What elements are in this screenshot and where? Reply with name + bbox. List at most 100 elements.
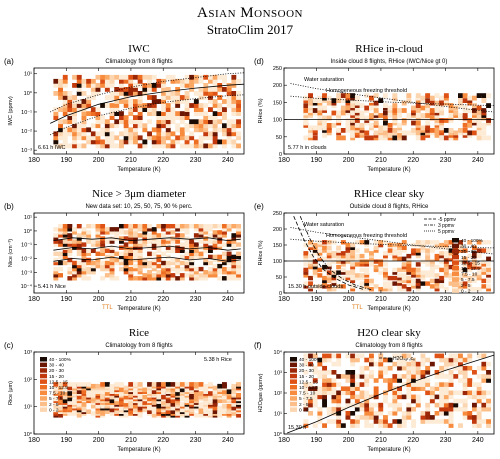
heatmap-cell — [212, 257, 218, 263]
panel-title: Nice > 3μm diameter — [92, 188, 186, 200]
heatmap-cell — [420, 411, 426, 416]
heatmap-cell — [170, 245, 176, 250]
heatmap-cell — [128, 233, 134, 238]
heatmap-cell — [392, 390, 398, 396]
heatmap-cell — [345, 386, 351, 391]
heatmap-cell — [443, 390, 449, 396]
heatmap-cell — [212, 87, 218, 92]
heatmap-cell — [175, 382, 181, 387]
colorbar-label: 12.5 - 15 — [299, 379, 318, 385]
x-tick-label: 220 — [407, 157, 419, 164]
heatmap-cell — [231, 123, 237, 129]
heatmap-cell — [434, 278, 440, 284]
heatmap-cell — [387, 382, 393, 387]
heatmap-cell — [462, 406, 468, 412]
heatmap-cell — [326, 273, 332, 278]
panel-label: (c) — [4, 341, 14, 350]
heatmap-cell — [401, 273, 407, 278]
heatmap-cell — [448, 130, 454, 136]
heatmap-cell — [336, 357, 342, 363]
heatmap-cell — [472, 382, 477, 387]
heatmap-cell — [104, 95, 110, 100]
annotation: 5.41 h Nice — [38, 284, 66, 290]
heatmap-cell — [336, 248, 342, 253]
heatmap-cell — [231, 119, 237, 125]
heatmap-cell — [425, 128, 431, 133]
heatmap-cell — [184, 251, 190, 256]
heatmap-cell — [179, 254, 185, 260]
heatmap-cell — [350, 110, 356, 116]
heatmap-cell — [476, 423, 482, 428]
heatmap-cell — [453, 406, 459, 412]
heatmap-cell — [406, 281, 412, 286]
heatmap-cell — [322, 357, 327, 363]
heatmap-cell — [170, 115, 176, 120]
heatmap-cell — [184, 239, 190, 244]
y-axis-label: RHice (%) — [258, 240, 264, 265]
heatmap-cell — [425, 120, 431, 126]
heatmap-cell — [378, 406, 384, 412]
heatmap-cell — [312, 108, 318, 113]
heatmap-cell — [359, 284, 365, 289]
heatmap-cell — [345, 108, 351, 113]
x-tick-label: 240 — [472, 296, 484, 303]
heatmap-cell — [67, 227, 73, 232]
heatmap-cell — [114, 123, 120, 129]
heatmap-cell — [308, 128, 313, 133]
heatmap-cell — [62, 103, 68, 108]
heatmap-cell — [231, 127, 237, 133]
heatmap-cell — [53, 135, 59, 141]
heatmap-cell — [90, 403, 96, 409]
heatmap-cell — [100, 251, 106, 256]
heatmap-cell — [236, 227, 241, 232]
annotation: Homogeneous freezing threshold — [326, 233, 407, 239]
heatmap-cell — [165, 87, 171, 92]
heatmap-cell — [486, 378, 491, 383]
heatmap-cell — [383, 378, 388, 383]
heatmap-cell — [184, 123, 190, 129]
heatmap-cell — [104, 87, 110, 92]
x-tick-label: 230 — [440, 296, 452, 303]
heatmap-cell — [462, 378, 468, 383]
heatmap-cell — [373, 245, 379, 250]
colorbar-label: 20 - 30 — [299, 368, 314, 374]
heatmap-cell — [359, 130, 365, 136]
heatmap-cell — [226, 266, 232, 272]
heatmap-cell — [226, 403, 232, 409]
heatmap-cell — [425, 281, 431, 286]
heatmap-cell — [434, 242, 440, 248]
heatmap-cell — [387, 411, 393, 416]
heatmap-cell — [354, 113, 360, 118]
heatmap-cell — [425, 378, 431, 383]
heatmap-cell — [378, 423, 384, 428]
heatmap-cell — [165, 273, 171, 278]
heatmap-cell — [67, 131, 73, 137]
heatmap-cell — [184, 135, 190, 141]
heatmap-cell — [95, 233, 101, 238]
heatmap-cell — [392, 270, 398, 275]
heatmap-cell — [303, 281, 309, 286]
heatmap-cell — [109, 394, 115, 400]
heatmap-cell — [203, 260, 209, 266]
heatmap-cell — [72, 99, 77, 104]
heatmap-cell — [443, 382, 449, 387]
heatmap-cell — [133, 248, 138, 253]
heatmap-cell — [354, 248, 360, 253]
heatmap-cell — [411, 382, 416, 387]
y-tick-label: 10³ — [24, 350, 32, 356]
y-tick-label: 150 — [273, 100, 282, 106]
heatmap-cell — [109, 263, 115, 269]
heatmap-cell — [95, 403, 101, 409]
heatmap-cell — [142, 233, 148, 238]
heatmap-cell — [420, 125, 426, 131]
heatmap-cell — [429, 386, 435, 391]
heatmap-cell — [156, 83, 162, 88]
heatmap-cell — [128, 254, 134, 260]
heatmap-cell — [137, 251, 143, 256]
heatmap-cell — [350, 95, 356, 101]
heatmap-cell — [369, 115, 374, 121]
heatmap-cell — [354, 253, 360, 259]
heatmap-cell — [53, 396, 59, 402]
heatmap-cell — [147, 224, 152, 229]
